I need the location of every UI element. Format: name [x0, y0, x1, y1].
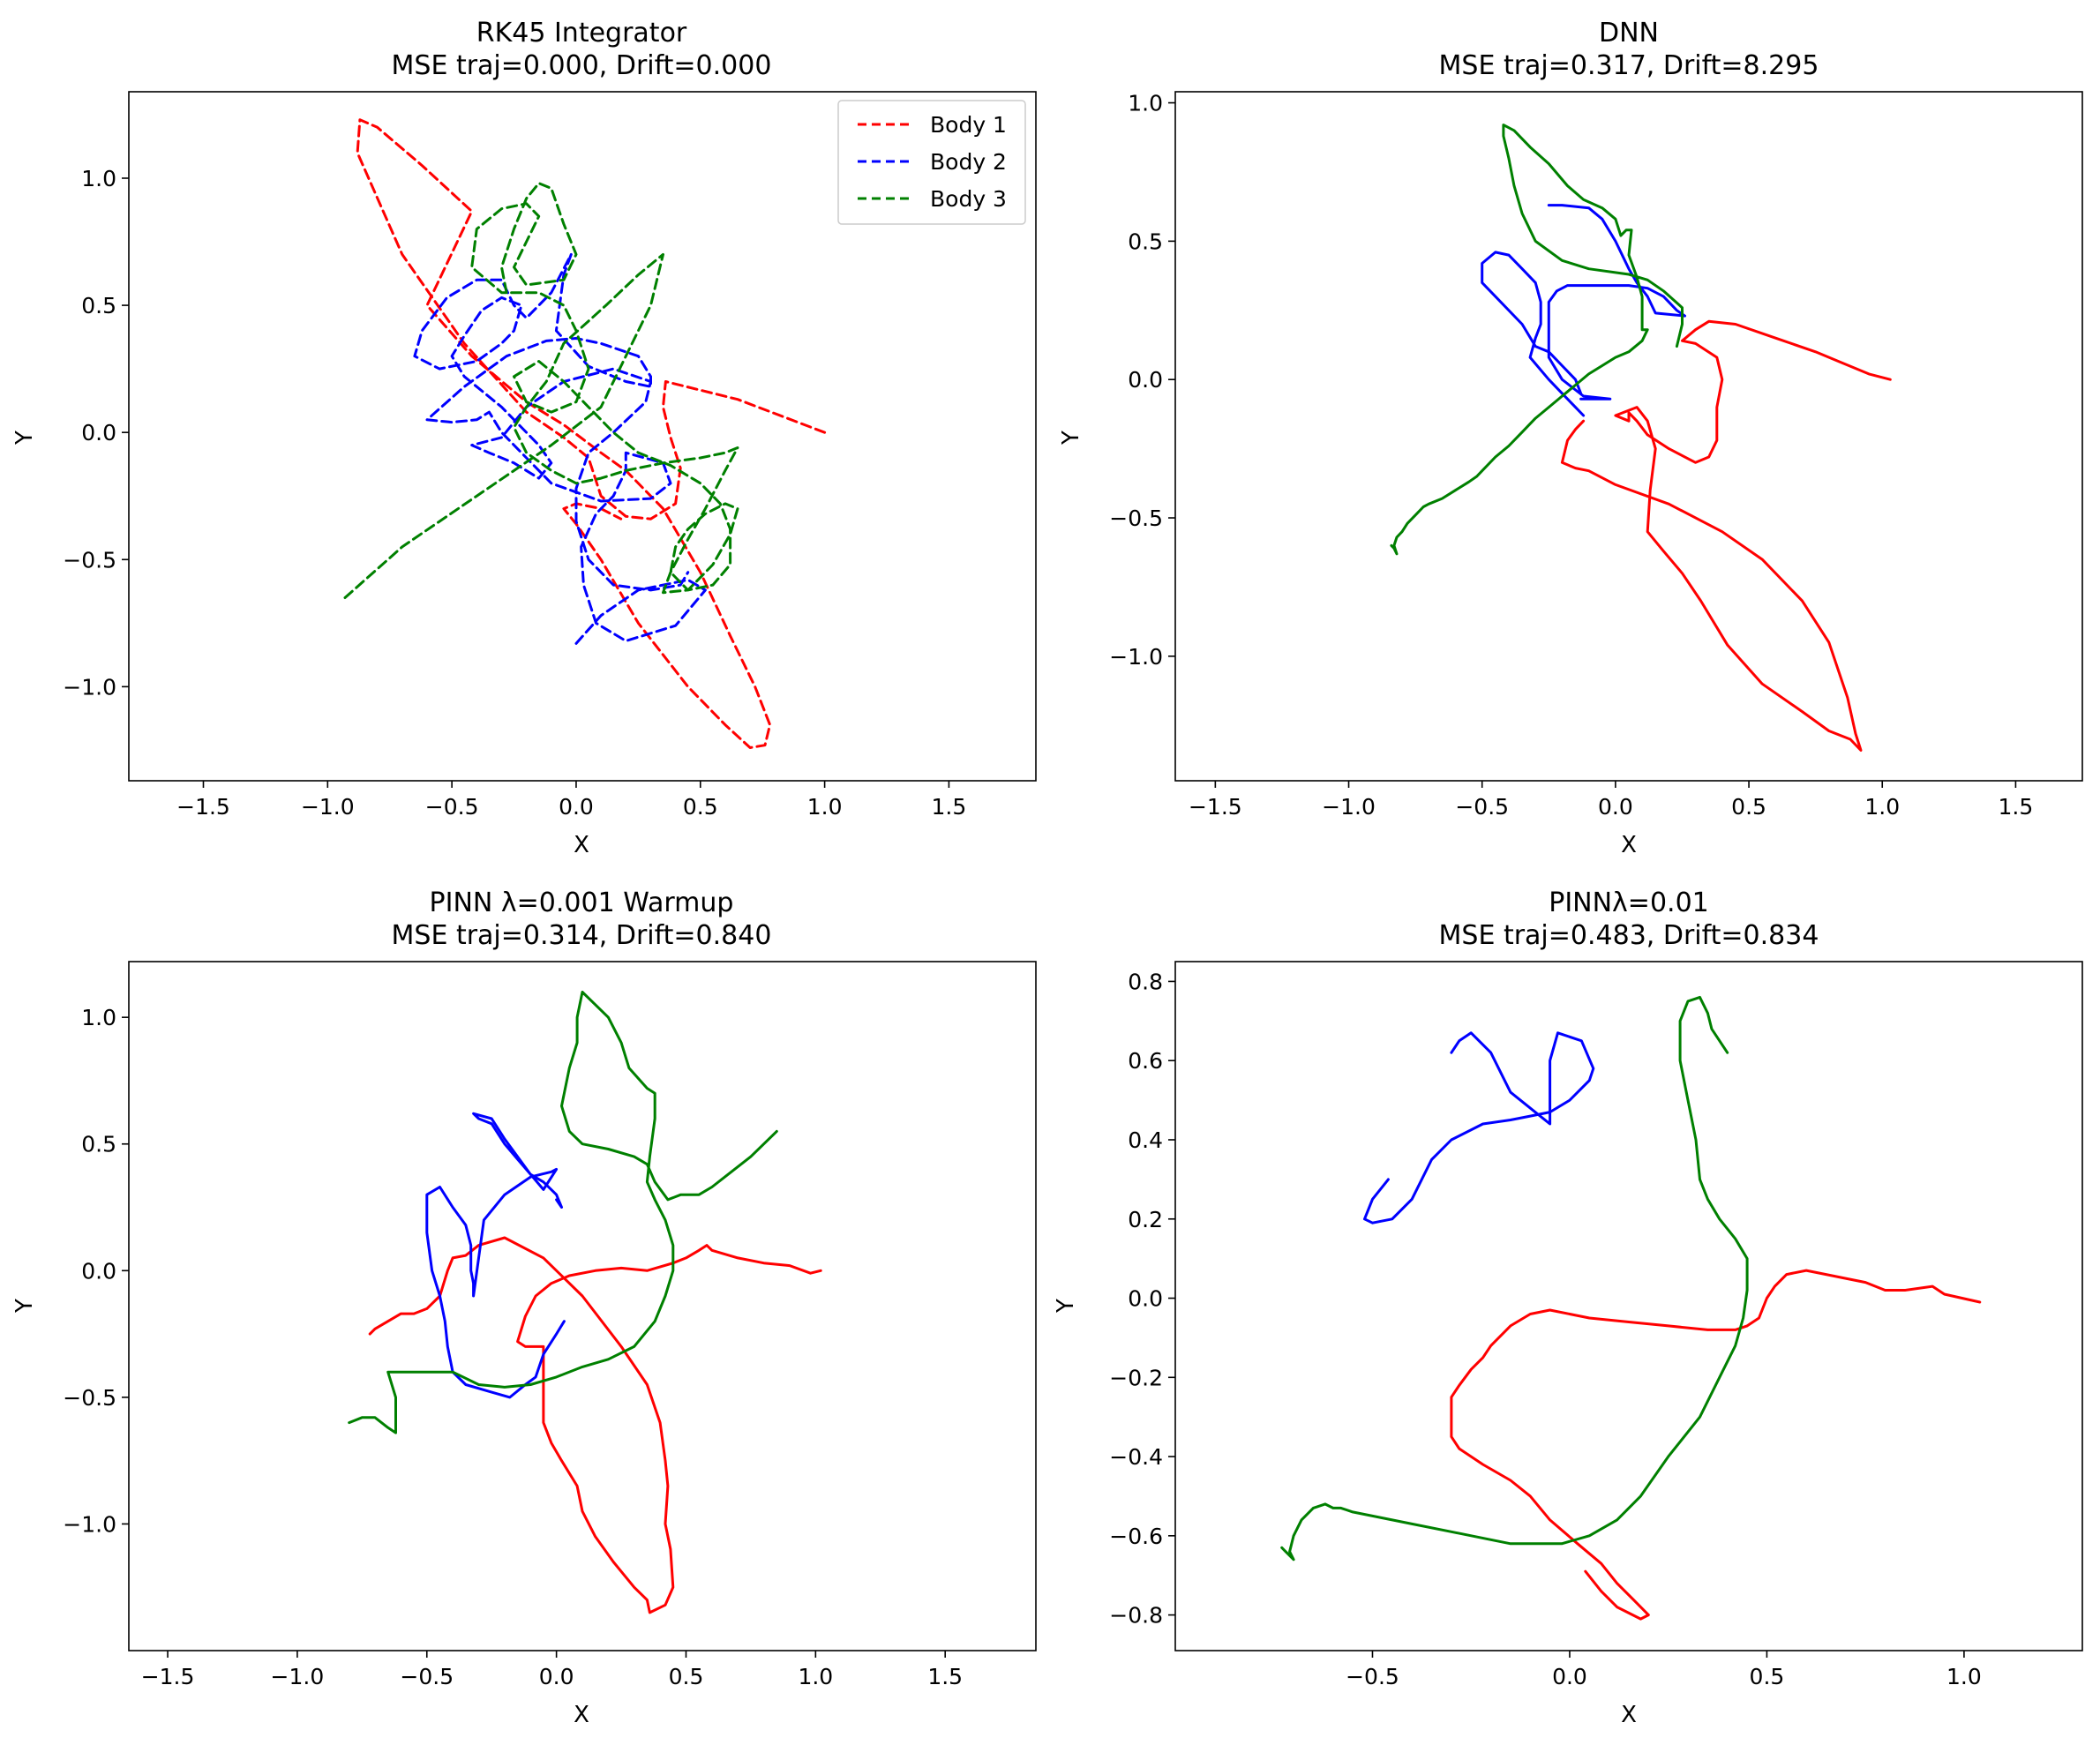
y-tick-label: 0.4 [1128, 1127, 1163, 1153]
series-line-3 [1481, 251, 1586, 417]
y-tick-label: 0.8 [1128, 969, 1163, 994]
y-tick-label: 0.0 [1128, 1286, 1163, 1312]
subplot-pinn-warmup: PINN λ=0.001 Warmup MSE traj=0.314, Drif… [11, 887, 1037, 1728]
plot-area: −1.5 −1.0 −0.5 0.0 0.5 1.0 1.5 −1.0 −0.5 0.0 0.5 1.… [63, 961, 1037, 1689]
y-axis-label: Y [1053, 1299, 1079, 1314]
x-axis-label: X [574, 1702, 589, 1728]
series-line-body-2 [413, 252, 707, 645]
y-tick-label: 0.5 [81, 293, 116, 318]
x-tick-label: 1.5 [1999, 794, 2034, 820]
y-tick-label: −0.6 [1109, 1524, 1163, 1549]
plot-frame [128, 961, 1037, 1651]
subplot-pinn-0-01: PINNλ=0.01 MSE traj=0.483, Drift=0.834 −… [1053, 887, 2083, 1728]
series-line-2 [1547, 204, 1686, 401]
x-tick-label: 0.0 [1552, 1664, 1587, 1689]
x-tick-label: 0.5 [669, 1664, 704, 1689]
y-tick-label: −0.8 [1109, 1603, 1163, 1629]
subplot-subtitle: MSE traj=0.317, Drift=8.295 [1439, 50, 1819, 81]
y-axis-label: Y [11, 431, 38, 446]
subplot-title: RK45 Integrator [476, 18, 687, 49]
series-line-1 [1450, 1269, 1982, 1621]
x-tick-label: −1.0 [1322, 794, 1376, 820]
y-tick-label: 1.0 [81, 1005, 116, 1030]
subplot-rk45: RK45 Integrator MSE traj=0.000, Drift=0.… [11, 18, 1037, 858]
series-line-body-3 [343, 182, 739, 599]
series-line-2 [1363, 1031, 1595, 1224]
x-tick-label: 0.5 [1731, 794, 1766, 820]
x-tick-label: −0.5 [425, 794, 479, 820]
legend-label-body-2: Body 2 [930, 149, 1007, 175]
x-tick-label: 0.5 [683, 794, 718, 820]
x-tick-label: 1.0 [1946, 1664, 1982, 1689]
y-tick-label: 0.0 [1128, 367, 1163, 393]
subplot-title: PINNλ=0.01 [1549, 887, 1709, 918]
x-tick-label: −1.0 [301, 794, 355, 820]
series-line-1 [1560, 319, 1892, 752]
x-tick-label: 0.5 [1750, 1664, 1785, 1689]
plot-area: −0.5 0.0 0.5 1.0 −0.8 −0.6 −0.4 −0.2 0.0 0.2 0.4 0.… [1109, 961, 2083, 1689]
y-tick-label: −0.2 [1109, 1365, 1163, 1390]
x-tick-label: −1.5 [141, 1664, 195, 1689]
y-tick-label: 0.6 [1128, 1048, 1163, 1074]
y-tick-label: 0.2 [1128, 1207, 1163, 1232]
x-tick-label: 1.5 [932, 794, 967, 820]
x-tick-label: 1.0 [798, 1664, 833, 1689]
x-tick-label: 1.0 [807, 794, 843, 820]
legend-label-body-1: Body 1 [930, 112, 1007, 138]
x-tick-label: −0.5 [1455, 794, 1509, 820]
y-axis-label: Y [1058, 431, 1084, 446]
x-tick-label: 0.0 [539, 1664, 574, 1689]
subplot-title: DNN [1599, 18, 1659, 49]
subplot-subtitle: MSE traj=0.483, Drift=0.834 [1439, 920, 1819, 951]
plot-area: −1.5 −1.0 −0.5 0.0 0.5 1.0 1.5 −1.0 −0.5 0.0 0.5 1.… [1109, 91, 2083, 820]
series-line-3 [1280, 995, 1749, 1562]
y-tick-label: 0.5 [1128, 228, 1163, 254]
y-tick-label: 1.0 [81, 166, 116, 191]
y-axis-label: Y [11, 1299, 38, 1314]
x-axis-label: X [1621, 1702, 1637, 1728]
x-tick-label: 1.0 [1864, 794, 1900, 820]
series-line-body-1 [356, 118, 827, 749]
legend: Body 1 Body 2 Body 3 [837, 100, 1026, 225]
series-line-2 [425, 1112, 566, 1399]
subplot-subtitle: MSE traj=0.000, Drift=0.000 [392, 50, 772, 81]
subplot-subtitle: MSE traj=0.314, Drift=0.840 [392, 920, 772, 951]
y-tick-label: −1.0 [1109, 644, 1163, 670]
x-axis-label: X [574, 832, 589, 858]
series-line-4 [1390, 124, 1684, 556]
x-tick-label: 0.0 [1598, 794, 1633, 820]
y-tick-label: −0.4 [1109, 1444, 1163, 1470]
plot-area: −1.5 −1.0 −0.5 0.0 0.5 1.0 1.5 −1.0 −0.5 0.0 0.5 1.… [63, 91, 1037, 820]
y-tick-label: −0.5 [63, 1385, 116, 1411]
plot-frame [1174, 91, 2083, 782]
x-tick-label: −0.5 [400, 1664, 454, 1689]
y-tick-label: −0.5 [63, 547, 116, 573]
y-tick-label: −1.0 [63, 1511, 116, 1537]
subplot-title: PINN λ=0.001 Warmup [430, 887, 734, 918]
legend-box [837, 100, 1026, 225]
series-line-3 [348, 991, 778, 1434]
y-tick-label: 0.5 [81, 1132, 116, 1157]
x-tick-label: −0.5 [1346, 1664, 1399, 1689]
y-tick-label: 0.0 [81, 420, 116, 446]
x-tick-label: 0.0 [559, 794, 594, 820]
x-tick-label: −1.5 [1189, 794, 1242, 820]
x-axis-label: X [1621, 832, 1637, 858]
plot-frame [128, 91, 1037, 782]
subplot-dnn: DNN MSE traj=0.317, Drift=8.295 −1.5 −1.0… [1058, 18, 2083, 858]
y-tick-label: −0.5 [1109, 506, 1163, 531]
x-tick-label: 1.5 [927, 1664, 963, 1689]
y-tick-label: −1.0 [63, 674, 116, 700]
y-tick-label: 1.0 [1128, 91, 1163, 116]
legend-label-body-3: Body 3 [930, 186, 1007, 212]
x-tick-label: −1.0 [271, 1664, 325, 1689]
x-tick-label: −1.5 [176, 794, 230, 820]
plot-frame [1174, 961, 2083, 1651]
y-tick-label: 0.0 [81, 1258, 116, 1284]
